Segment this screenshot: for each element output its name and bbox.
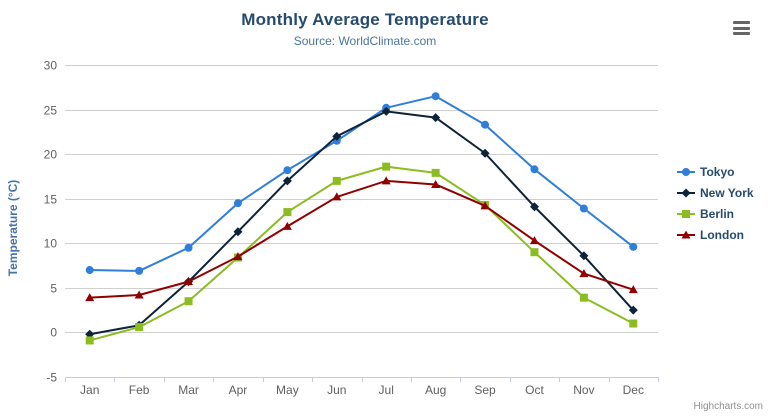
- point-new-york-oct[interactable]: [529, 202, 539, 212]
- point-berlin-nov[interactable]: [579, 293, 588, 302]
- point-new-york-apr[interactable]: [233, 227, 243, 237]
- point-london-dec[interactable]: [628, 285, 638, 294]
- x-axis-label-mar: Mar: [178, 383, 199, 397]
- chart-subtitle: Source: WorldClimate.com: [293, 34, 437, 48]
- x-axis-label-aug: Aug: [425, 383, 446, 397]
- y-axis-label: 25: [44, 104, 58, 118]
- legend-item-london[interactable]: London: [676, 224, 754, 245]
- y-axis-label: 5: [50, 282, 57, 296]
- legend-label-new-york: New York: [700, 185, 754, 200]
- point-london-mar[interactable]: [184, 277, 194, 286]
- legend-marker-diamond-icon: [677, 188, 695, 197]
- point-london-nov[interactable]: [579, 269, 589, 278]
- point-tokyo-sep[interactable]: [481, 120, 490, 129]
- point-tokyo-feb[interactable]: [135, 266, 144, 275]
- point-berlin-jan[interactable]: [85, 336, 94, 345]
- point-berlin-jul[interactable]: [382, 162, 391, 171]
- hamburger-bar: [733, 26, 750, 30]
- hamburger-icon[interactable]: [733, 21, 750, 35]
- point-berlin-dec[interactable]: [629, 319, 638, 328]
- point-new-york-may[interactable]: [282, 176, 292, 186]
- point-london-sep[interactable]: [480, 201, 490, 210]
- x-axis-label-nov: Nov: [573, 383, 594, 397]
- legend-marker-triangle-icon: [677, 230, 695, 238]
- x-axis-label-jan: Jan: [80, 383, 99, 397]
- hamburger-bar: [733, 21, 750, 24]
- legend-marker-square-icon: [677, 209, 695, 218]
- legend-label-london: London: [700, 227, 744, 242]
- x-axis-label-may: May: [276, 383, 299, 397]
- point-new-york-sep[interactable]: [480, 148, 490, 158]
- x-axis-label-jun: Jun: [327, 383, 346, 397]
- point-berlin-jun[interactable]: [332, 176, 341, 185]
- point-new-york-dec[interactable]: [628, 305, 638, 315]
- point-tokyo-aug[interactable]: [431, 92, 440, 101]
- x-axis-label-apr: Apr: [229, 383, 248, 397]
- legend-marker-circle-icon: [677, 167, 695, 176]
- point-new-york-jun[interactable]: [332, 131, 342, 141]
- legend-item-berlin[interactable]: Berlin: [676, 203, 754, 224]
- series-line-london[interactable]: [89, 179, 634, 299]
- point-berlin-feb[interactable]: [135, 323, 144, 332]
- y-axis-label: -5: [46, 371, 57, 385]
- y-axis-label: 30: [44, 59, 58, 73]
- point-tokyo-apr[interactable]: [233, 199, 242, 208]
- point-berlin-may[interactable]: [283, 208, 292, 217]
- y-axis-label: 10: [44, 237, 58, 251]
- point-new-york-aug[interactable]: [431, 113, 441, 123]
- point-berlin-oct[interactable]: [530, 248, 539, 257]
- series-line-new-york[interactable]: [89, 110, 635, 336]
- point-london-feb[interactable]: [134, 290, 144, 299]
- legend-label-berlin: Berlin: [700, 206, 735, 221]
- point-london-apr[interactable]: [233, 252, 243, 261]
- credits-link[interactable]: Highcharts.com: [693, 401, 763, 412]
- point-tokyo-oct[interactable]: [530, 165, 539, 174]
- series-line-tokyo[interactable]: [89, 95, 634, 272]
- point-berlin-mar[interactable]: [184, 297, 193, 306]
- point-london-aug[interactable]: [431, 179, 441, 188]
- series-line-berlin[interactable]: [89, 165, 634, 342]
- point-tokyo-jan[interactable]: [85, 266, 94, 275]
- point-tokyo-mar[interactable]: [184, 243, 193, 252]
- point-new-york-nov[interactable]: [579, 251, 589, 261]
- point-berlin-aug[interactable]: [431, 168, 440, 177]
- point-tokyo-nov[interactable]: [579, 204, 588, 213]
- x-axis-label-sep: Sep: [474, 383, 496, 397]
- y-axis-label: 15: [44, 193, 58, 207]
- x-axis-label-jul: Jul: [379, 383, 394, 397]
- x-axis-label-dec: Dec: [623, 383, 644, 397]
- hamburger-bar: [733, 32, 750, 35]
- legend: Tokyo New York Berlin London: [676, 161, 754, 245]
- point-tokyo-may[interactable]: [283, 166, 292, 175]
- x-axis-label-feb: Feb: [129, 383, 150, 397]
- chart-title: Monthly Average Temperature: [241, 10, 489, 29]
- point-new-york-jul[interactable]: [381, 106, 391, 116]
- point-london-jul[interactable]: [381, 176, 391, 185]
- y-axis-label: 20: [44, 148, 58, 162]
- point-tokyo-dec[interactable]: [629, 242, 638, 251]
- legend-item-tokyo[interactable]: Tokyo: [676, 161, 754, 182]
- x-axis-label-oct: Oct: [525, 383, 544, 397]
- legend-label-tokyo: Tokyo: [700, 164, 735, 179]
- point-london-jun[interactable]: [332, 192, 342, 201]
- y-axis-label: 0: [50, 326, 57, 340]
- point-london-may[interactable]: [282, 221, 292, 230]
- point-london-oct[interactable]: [529, 236, 539, 245]
- point-london-jan[interactable]: [85, 293, 95, 302]
- legend-item-new-york[interactable]: New York: [676, 182, 754, 203]
